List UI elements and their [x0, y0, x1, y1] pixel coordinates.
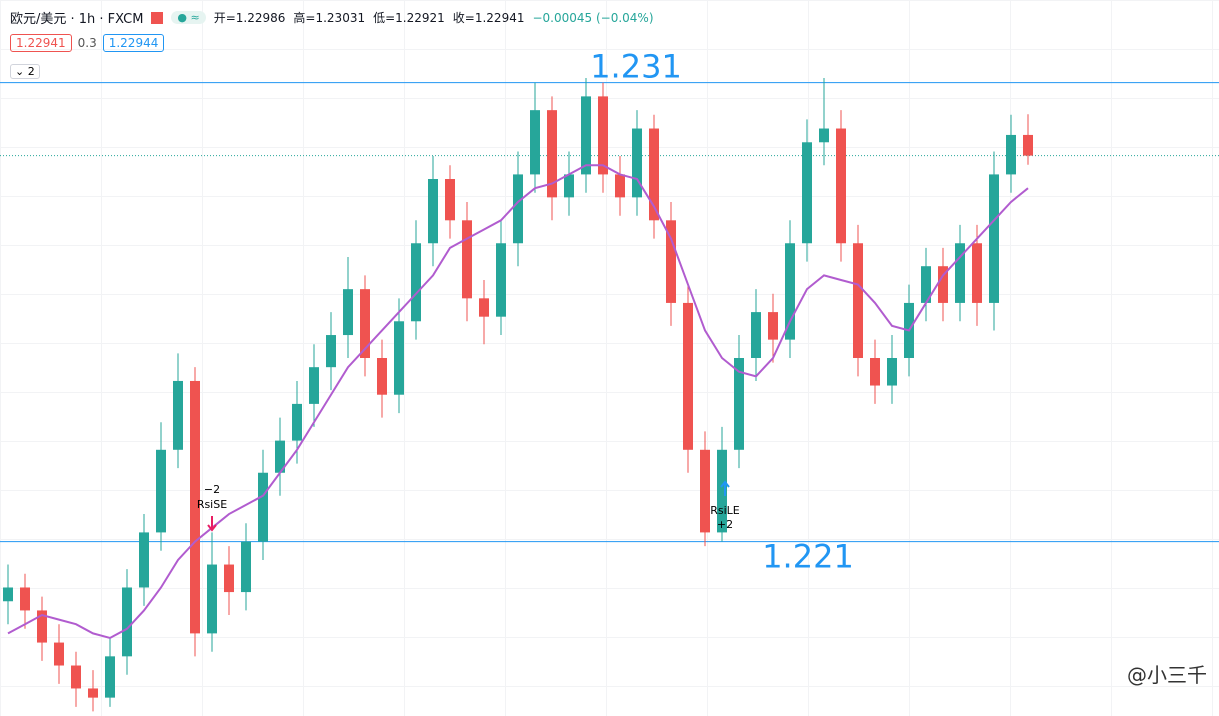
watermark: @小三千: [1127, 663, 1207, 687]
candle-body: [683, 302, 693, 450]
candle-body: [411, 243, 421, 322]
candle-body: [479, 298, 489, 317]
candle-body: [224, 564, 234, 593]
candle-body: [666, 220, 676, 303]
candle-body: [751, 312, 761, 358]
candle-body: [139, 532, 149, 588]
candle-body: [394, 321, 404, 395]
candle-body: [71, 665, 81, 689]
candle-body: [513, 174, 523, 244]
candle-body: [649, 128, 659, 221]
candle-body: [717, 449, 727, 533]
candle-body: [156, 449, 166, 533]
candle-body: [343, 289, 353, 336]
buy-price[interactable]: 1.22944: [102, 34, 165, 52]
candle-body: [615, 174, 625, 198]
candle-body: [292, 403, 302, 441]
candle-body: [1006, 134, 1016, 175]
candle-body: [428, 179, 438, 244]
price-boxes: 1.22941 0.3 1.22944: [10, 34, 165, 52]
ohlc-low: 低=1.22921: [373, 11, 445, 25]
spread: 0.3: [77, 36, 97, 50]
candle-body: [20, 587, 30, 611]
candle-body: [989, 174, 999, 303]
candle-body: [955, 243, 965, 303]
status-pill[interactable]: ● ≈: [171, 11, 206, 24]
candle-body: [258, 472, 268, 542]
moving-average: [7, 164, 1029, 640]
sell-price[interactable]: 1.22941: [10, 34, 72, 52]
candle-body: [3, 587, 13, 602]
candle-body: [88, 688, 98, 698]
candle-body: [768, 312, 778, 340]
candle-body: [37, 610, 47, 643]
candle-body: [564, 174, 574, 198]
candle-body: [462, 220, 472, 299]
candle-body: [870, 358, 880, 386]
candle-body: [122, 587, 132, 657]
candle-body: [360, 289, 370, 358]
candle-body: [496, 243, 506, 317]
candle-body: [377, 358, 387, 395]
symbol[interactable]: 欧元/美元 · 1h · FXCM: [10, 12, 144, 27]
signal-text: RsiSE: [197, 498, 227, 511]
candle-body: [581, 96, 591, 175]
signal-arrow: [207, 516, 217, 532]
candle-body: [190, 380, 200, 634]
candle-body: [445, 179, 455, 221]
candle-body: [326, 335, 336, 368]
candle-body: [309, 367, 319, 404]
candle-body: [836, 128, 846, 244]
ohlc-high: 高=1.23031: [293, 11, 366, 25]
candle-body: [54, 642, 64, 666]
candle-body: [173, 380, 183, 450]
candle-body: [700, 449, 710, 533]
candle-body: [938, 266, 948, 303]
candle-body: [530, 110, 540, 175]
change: −0.00045 (−0.04%): [532, 10, 654, 25]
candle-body: [275, 440, 285, 473]
candle-body: [972, 243, 982, 303]
candle-body: [598, 96, 608, 175]
level-label: 1.221: [762, 538, 854, 576]
signal-arrow: [720, 480, 730, 496]
collapse-button[interactable]: ⌄ 2: [10, 64, 40, 79]
candle-body: [921, 266, 931, 303]
ohlc-close: 收=1.22941: [452, 11, 525, 25]
candle-body: [785, 243, 795, 340]
signal-qty: +2: [717, 518, 733, 531]
candle-body: [734, 358, 744, 450]
candle-body: [802, 142, 812, 244]
candle-body: [1023, 134, 1033, 156]
candle-body: [853, 243, 863, 358]
candle-body: [241, 541, 251, 593]
ohlc-open: 开=1.22986: [213, 11, 286, 25]
candle-body: [819, 128, 829, 143]
level-label: 1.231: [590, 48, 682, 86]
candle-body: [632, 128, 642, 198]
candle-body: [105, 656, 115, 698]
legend-header: 欧元/美元 · 1h · FXCM ● ≈ 开=1.22986 高=1.2303…: [10, 8, 654, 28]
candle-body: [547, 110, 557, 198]
signal-text: RsiLE: [710, 504, 740, 517]
candle-body: [887, 358, 897, 386]
collapse-count: 2: [27, 65, 35, 78]
candle-body: [207, 564, 217, 634]
signal-qty: −2: [204, 483, 220, 496]
flag[interactable]: [151, 11, 164, 24]
